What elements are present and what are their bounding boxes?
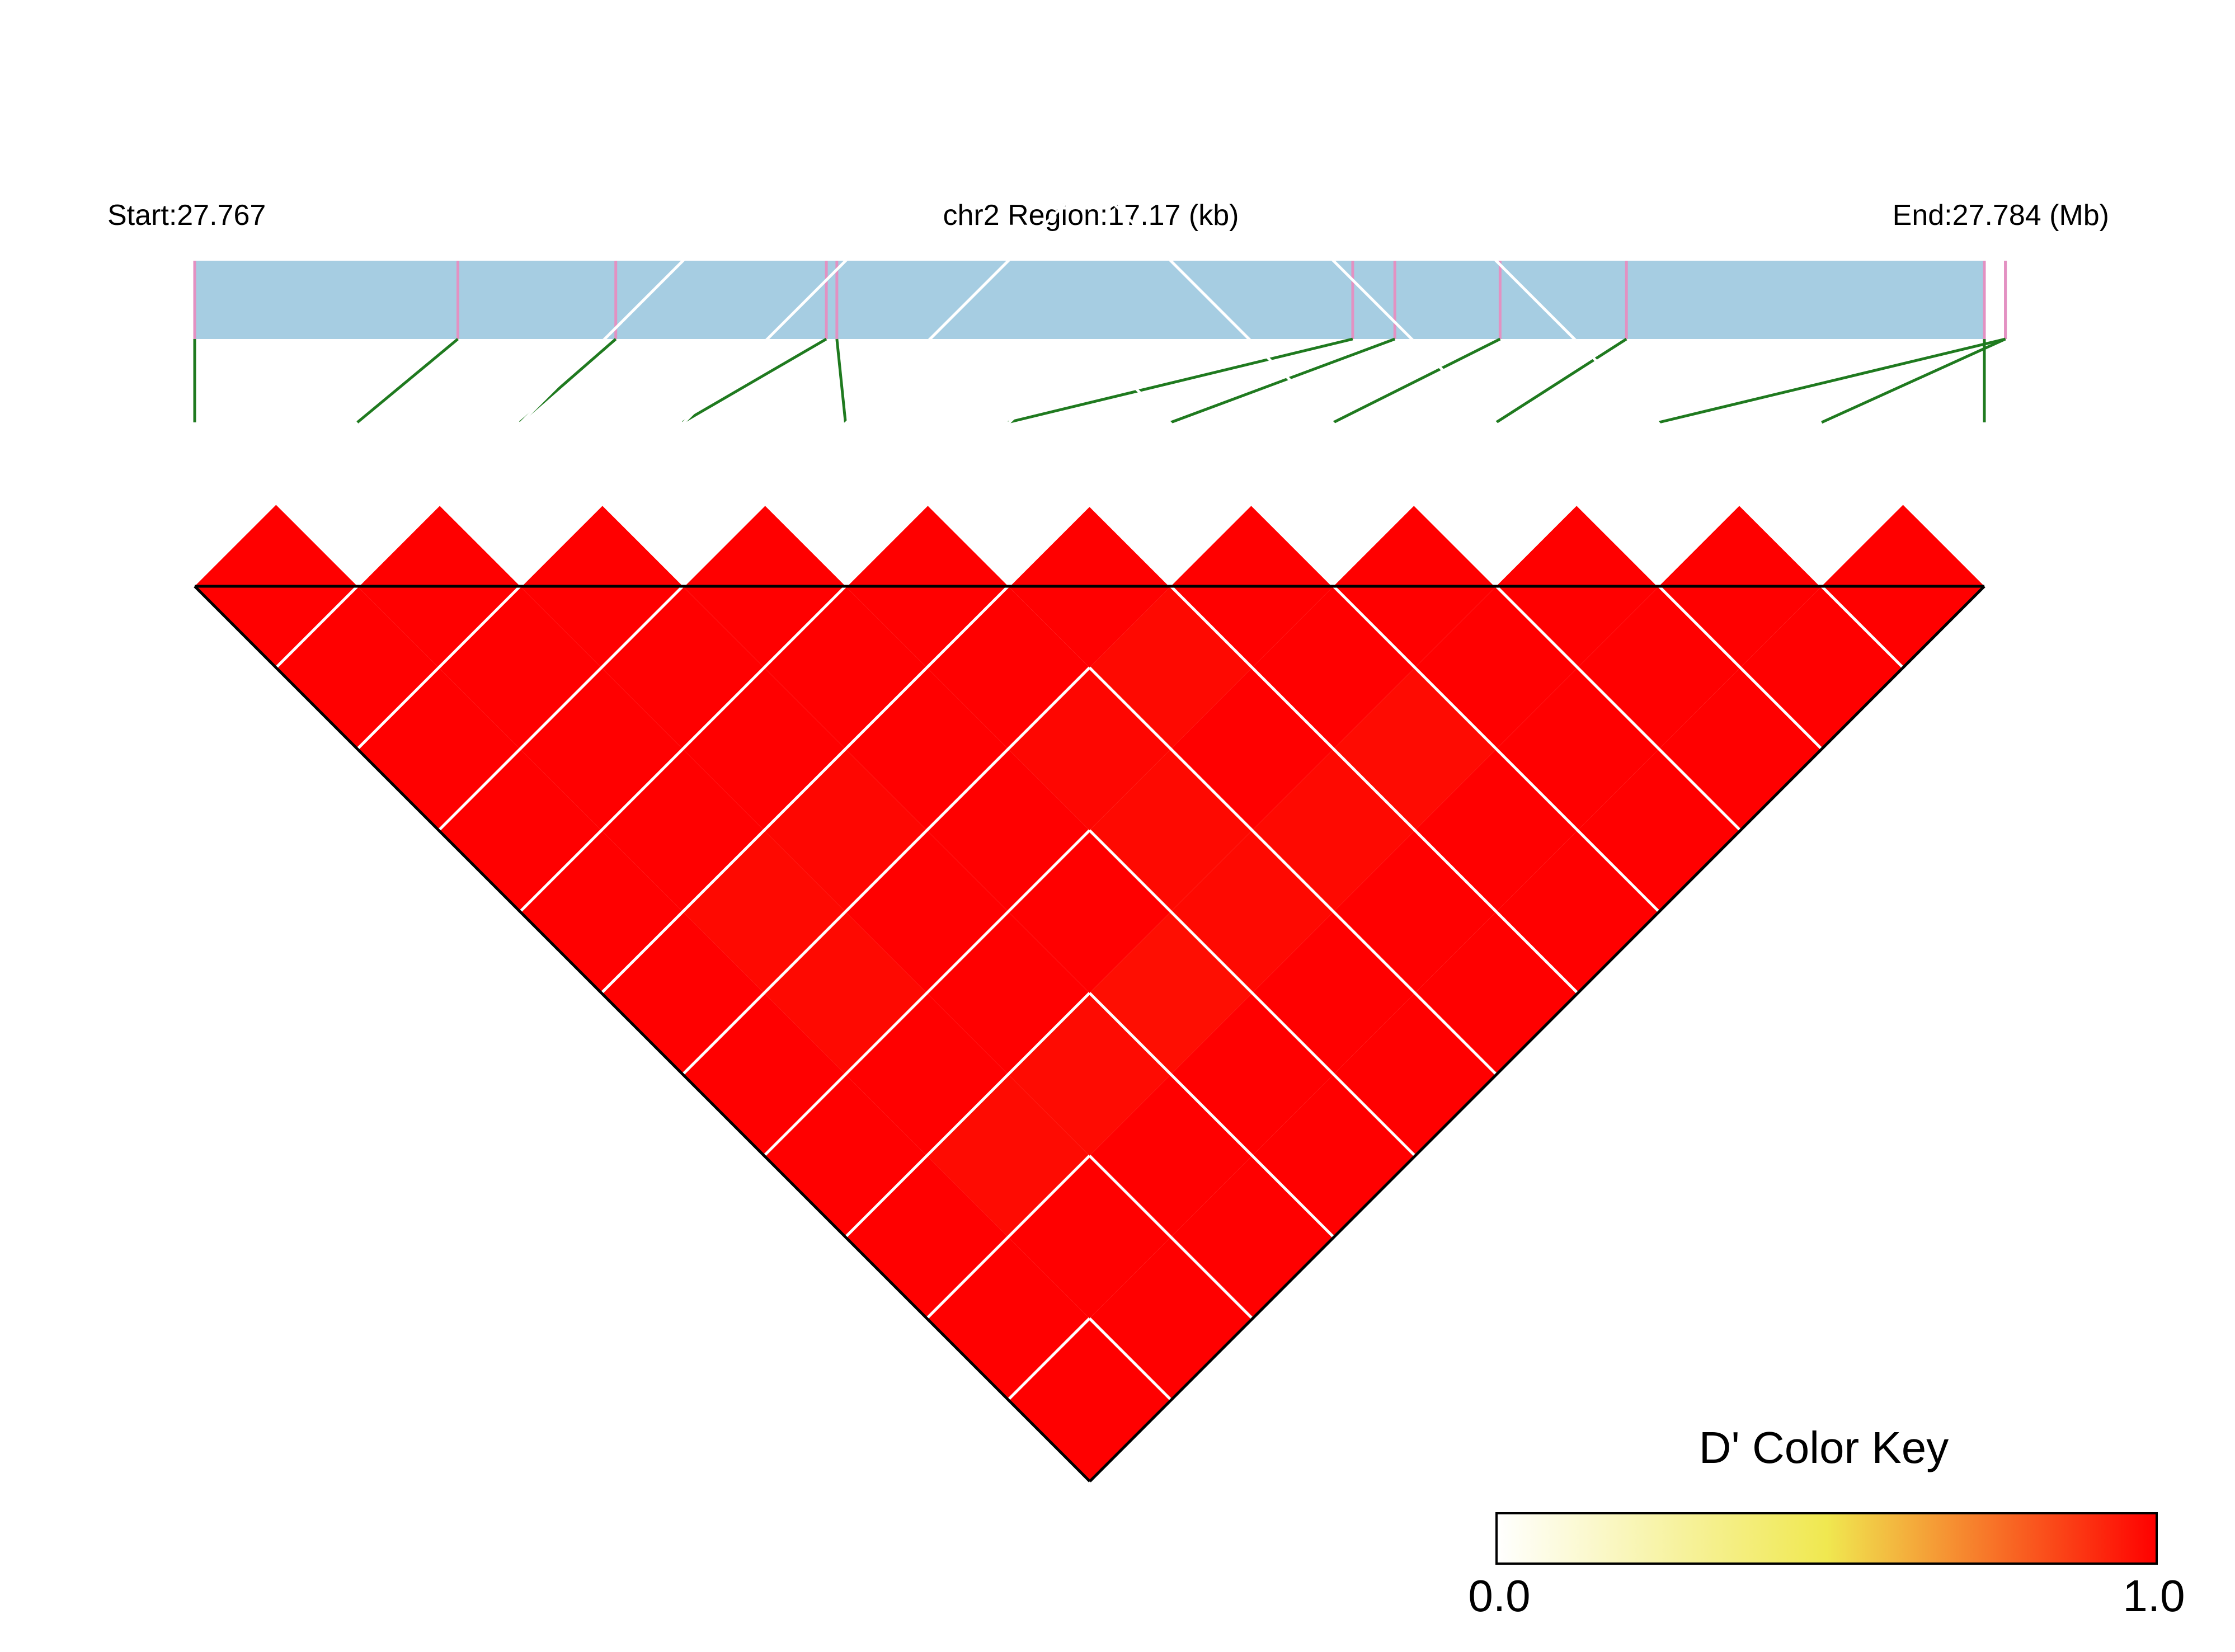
color-key-title: D' Color Key xyxy=(1699,1423,1949,1472)
snp-marker-group xyxy=(193,261,2007,339)
grid-line xyxy=(437,178,1091,831)
color-key-max-label: 1.0 xyxy=(2123,1571,2185,1621)
chromosome-track xyxy=(195,261,1984,339)
grid-line xyxy=(1088,1155,1254,1320)
snp-connector xyxy=(835,338,847,423)
grid-line xyxy=(1088,1317,1172,1401)
grid-line xyxy=(1088,178,1742,831)
color-key-gradient xyxy=(1495,1512,2158,1565)
grid-line xyxy=(925,1155,1091,1320)
snp-connector-group xyxy=(193,337,2006,424)
snp-connector xyxy=(1170,337,1396,424)
grid-line xyxy=(1233,0,1904,669)
grid-line xyxy=(844,992,1091,1239)
grid-line xyxy=(1088,341,1660,913)
snp-connector xyxy=(1333,337,1501,424)
snp-connector xyxy=(356,338,459,423)
grid-line xyxy=(1088,992,1335,1239)
grid-line xyxy=(1088,666,1498,1076)
grid-line xyxy=(356,16,1091,750)
grid-line xyxy=(1088,829,1416,1157)
color-key-min-label: 0.0 xyxy=(1468,1571,1530,1621)
region-end-label: End:27.784 (Mb) xyxy=(1893,199,2109,232)
grid-line xyxy=(275,0,946,669)
snp-connector xyxy=(1008,337,1353,424)
snp-connector xyxy=(1495,337,1627,424)
grid-line xyxy=(1007,1317,1091,1401)
ld-cell xyxy=(764,749,927,912)
ld-cell xyxy=(1252,749,1415,912)
snp-connector xyxy=(682,337,827,424)
region-title-label: chr2 Region:17.17 (kb) xyxy=(943,199,1239,232)
grid-line xyxy=(763,829,1091,1157)
heatmap-right-edge xyxy=(1089,585,1985,1482)
snp-connector xyxy=(1658,337,2006,424)
grid-line xyxy=(681,666,1091,1076)
ld-cell xyxy=(439,749,602,912)
grid-line xyxy=(519,341,1091,913)
heatmap-left-edge xyxy=(194,585,1091,1482)
ld-grid-lines xyxy=(275,0,1904,1401)
grid-line xyxy=(1088,16,1823,750)
snp-connector xyxy=(1821,337,2006,424)
region-start-label: Start:27.767 xyxy=(107,199,266,232)
